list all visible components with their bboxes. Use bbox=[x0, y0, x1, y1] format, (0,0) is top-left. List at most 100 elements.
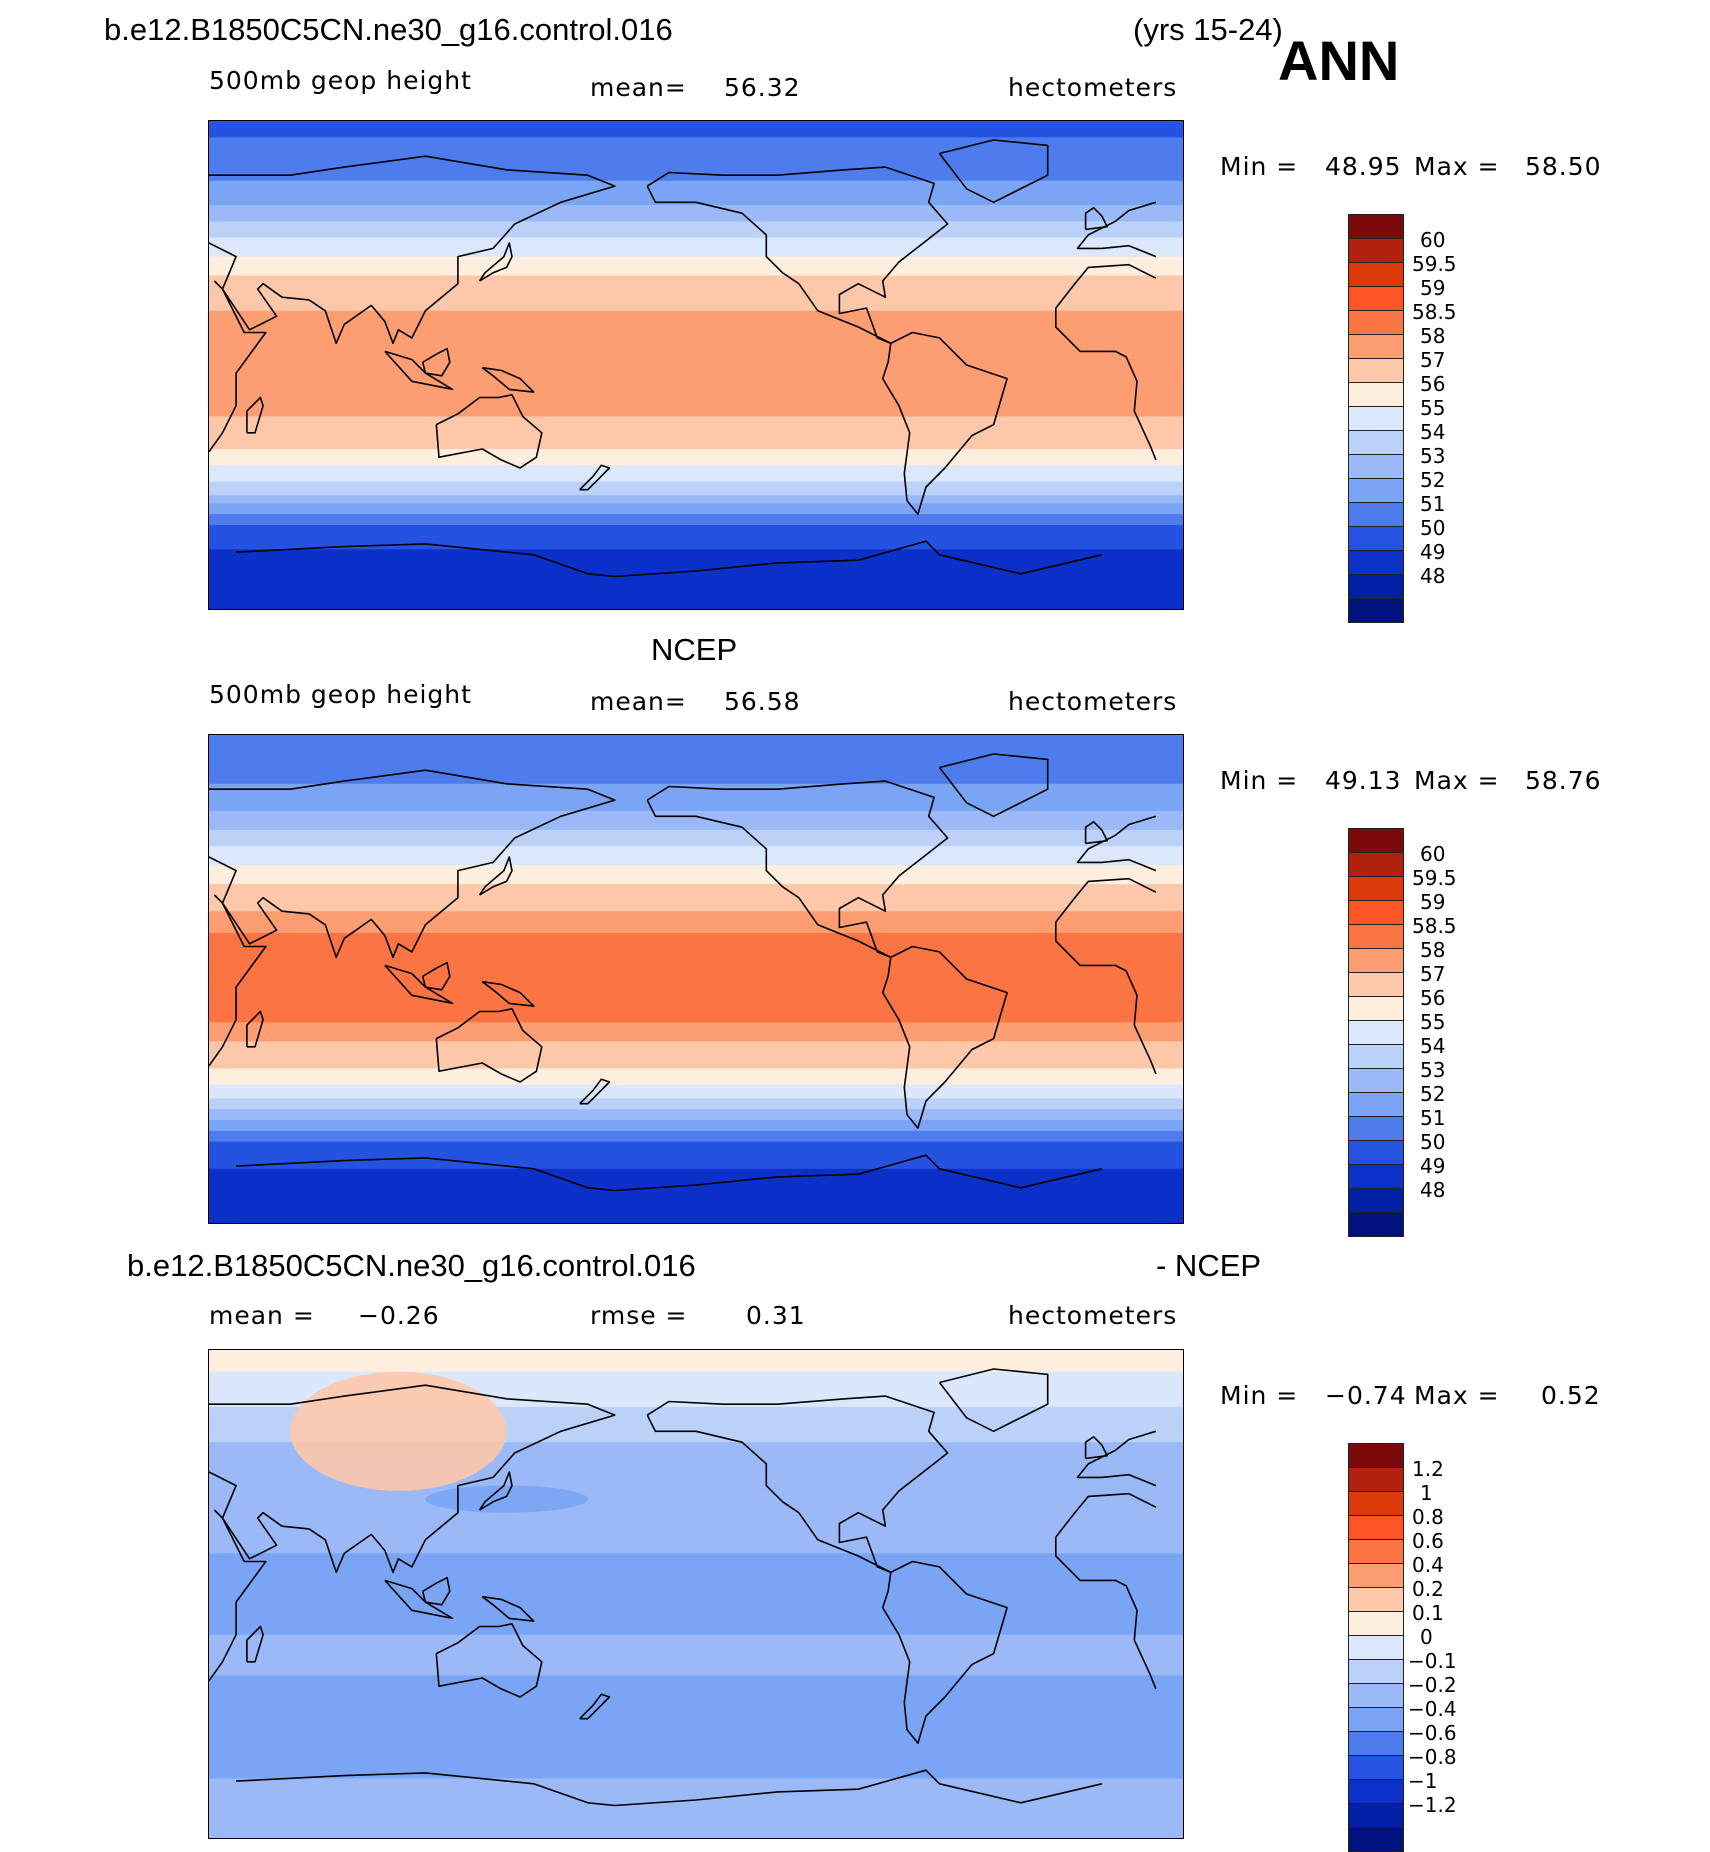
zonal-band bbox=[209, 1412, 1183, 1416]
colorbar-swatch bbox=[1348, 1515, 1404, 1540]
zonal-band bbox=[209, 1772, 1183, 1777]
p3-rmse-value: 0.31 bbox=[746, 1301, 806, 1330]
zonal-band bbox=[209, 957, 1183, 961]
zonal-band bbox=[209, 1599, 1183, 1603]
zonal-band bbox=[209, 1068, 1183, 1072]
zonal-band bbox=[209, 1390, 1183, 1394]
zonal-band bbox=[209, 161, 1183, 165]
zonal-band bbox=[209, 1802, 1183, 1807]
zonal-band bbox=[209, 280, 1183, 285]
zonal-band bbox=[209, 1041, 1183, 1045]
colorbar-label: −0.4 bbox=[1408, 1697, 1457, 1721]
zonal-band bbox=[209, 1520, 1183, 1525]
colorbar-label: 0.2 bbox=[1412, 1577, 1444, 1601]
zonal-band bbox=[209, 1762, 1183, 1766]
zonal-band bbox=[209, 1515, 1183, 1519]
colorbar-swatch bbox=[1348, 1443, 1404, 1468]
zonal-band bbox=[209, 968, 1183, 972]
zonal-band bbox=[209, 1702, 1183, 1706]
zonal-band bbox=[209, 446, 1183, 450]
zonal-band bbox=[209, 1656, 1183, 1660]
p1-mean-value: 56.32 bbox=[724, 73, 801, 102]
zonal-band bbox=[209, 1060, 1183, 1064]
zonal-band bbox=[209, 1130, 1183, 1135]
zonal-band bbox=[209, 1528, 1183, 1533]
zonal-band bbox=[209, 267, 1183, 271]
colorbar-swatch bbox=[1348, 1188, 1404, 1213]
zonal-band bbox=[209, 800, 1183, 804]
colorbar-swatch bbox=[1348, 924, 1404, 949]
zonal-band bbox=[209, 1155, 1183, 1159]
new-zealand-outline bbox=[579, 464, 611, 491]
colorbar-swatch bbox=[1348, 238, 1404, 263]
colorbar-swatch bbox=[1348, 1779, 1404, 1804]
zonal-band bbox=[209, 248, 1183, 252]
colorbar-swatch bbox=[1348, 550, 1404, 575]
indonesia-outline bbox=[384, 964, 454, 1005]
zonal-band bbox=[209, 175, 1183, 179]
zonal-band bbox=[209, 356, 1183, 361]
zonal-band bbox=[209, 587, 1183, 591]
zonal-band bbox=[209, 164, 1183, 168]
zonal-band bbox=[209, 1436, 1183, 1441]
zonal-band bbox=[209, 576, 1183, 580]
zonal-band bbox=[209, 1821, 1183, 1826]
zonal-band bbox=[209, 129, 1183, 133]
zonal-band bbox=[209, 1523, 1183, 1527]
zonal-band bbox=[209, 1550, 1183, 1554]
zonal-band bbox=[209, 1585, 1183, 1590]
zonal-band bbox=[209, 1694, 1183, 1698]
p1-map-svg bbox=[209, 121, 1183, 609]
zonal-band bbox=[209, 1125, 1183, 1129]
zonal-band bbox=[209, 305, 1183, 309]
zonal-band bbox=[209, 324, 1183, 328]
colorbar-label: 60 bbox=[1420, 228, 1446, 252]
zonal-band bbox=[209, 997, 1183, 1002]
zonal-band bbox=[209, 1566, 1183, 1571]
zonal-band bbox=[209, 946, 1183, 950]
antarctica-outline bbox=[236, 1154, 1102, 1192]
zonal-band bbox=[209, 1076, 1183, 1080]
zonal-band bbox=[209, 1583, 1183, 1587]
zonal-band bbox=[209, 1577, 1183, 1582]
zonal-band bbox=[209, 497, 1183, 502]
zonal-band bbox=[209, 573, 1183, 578]
zonal-band bbox=[209, 913, 1183, 918]
zonal-band bbox=[209, 1458, 1183, 1462]
zonal-band bbox=[209, 922, 1183, 926]
zonal-band bbox=[209, 600, 1183, 605]
greenland-outline bbox=[938, 753, 1049, 818]
colorbar-swatch bbox=[1348, 1092, 1404, 1117]
zonal-band bbox=[209, 1659, 1183, 1663]
zonal-band bbox=[209, 1030, 1183, 1034]
zonal-band bbox=[209, 1409, 1183, 1413]
zonal-band bbox=[209, 1477, 1183, 1481]
zonal-band bbox=[209, 194, 1183, 198]
zonal-band bbox=[209, 402, 1183, 407]
zonal-band bbox=[209, 1393, 1183, 1397]
zonal-band bbox=[209, 191, 1183, 195]
zonal-band bbox=[209, 1428, 1183, 1432]
case-title: b.e12.B1850C5CN.ne30_g16.control.016 bbox=[104, 12, 673, 47]
zonal-band bbox=[209, 1564, 1183, 1568]
zonal-band bbox=[209, 1425, 1183, 1430]
zonal-band bbox=[209, 1176, 1183, 1181]
zonal-band bbox=[209, 1101, 1183, 1105]
zonal-band bbox=[209, 449, 1183, 453]
zonal-band bbox=[209, 1420, 1183, 1424]
p3-max-value: 0.52 bbox=[1541, 1381, 1601, 1410]
zonal-band bbox=[209, 1469, 1183, 1473]
zonal-band bbox=[209, 1485, 1183, 1489]
zonal-band bbox=[209, 1759, 1183, 1763]
zonal-band bbox=[209, 1480, 1183, 1484]
zonal-band bbox=[209, 916, 1183, 920]
zonal-band bbox=[209, 770, 1183, 774]
zonal-band bbox=[209, 1212, 1183, 1216]
zonal-band bbox=[209, 389, 1183, 393]
zonal-band bbox=[209, 951, 1183, 956]
zonal-band bbox=[209, 215, 1183, 220]
zonal-band bbox=[209, 1206, 1183, 1211]
zonal-band bbox=[209, 221, 1183, 225]
colorbar-swatch bbox=[1348, 382, 1404, 407]
zonal-band bbox=[209, 470, 1183, 475]
